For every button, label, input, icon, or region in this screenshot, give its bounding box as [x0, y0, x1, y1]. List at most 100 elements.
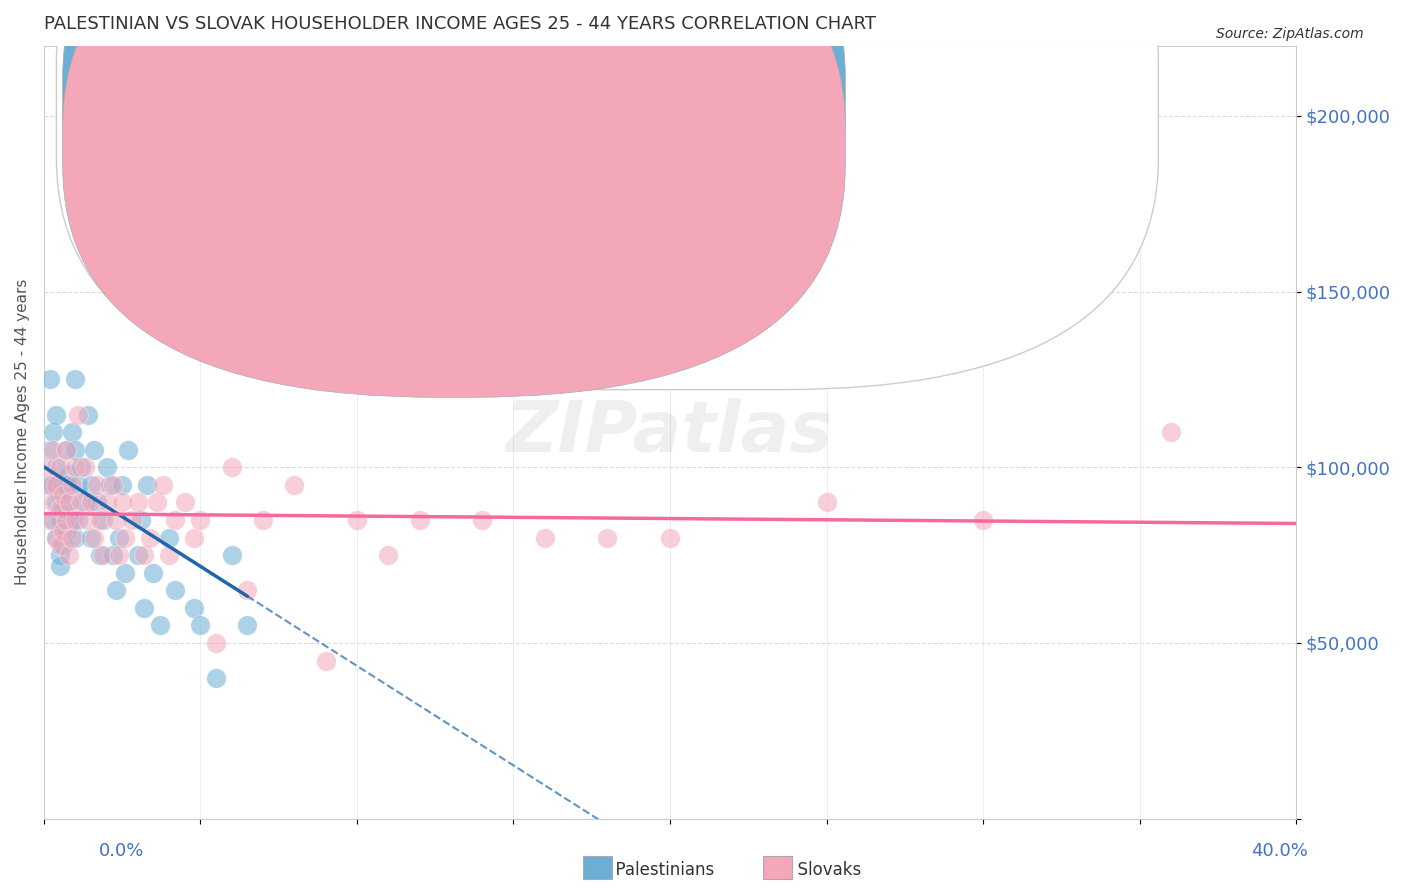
Point — [132, 548, 155, 562]
Point — [165, 513, 187, 527]
Point — [145, 495, 167, 509]
Point — [152, 478, 174, 492]
Point — [408, 513, 430, 527]
Point — [104, 513, 127, 527]
Point — [80, 478, 103, 492]
Point — [283, 478, 305, 492]
Point — [659, 531, 682, 545]
Point — [55, 513, 77, 527]
Point — [39, 478, 62, 492]
Text: PALESTINIAN VS SLOVAK HOUSEHOLDER INCOME AGES 25 - 44 YEARS CORRELATION CHART: PALESTINIAN VS SLOVAK HOUSEHOLDER INCOME… — [44, 15, 876, 33]
Point — [45, 478, 67, 492]
Point — [63, 513, 86, 527]
Point — [52, 488, 75, 502]
Point — [76, 408, 98, 422]
Point — [252, 513, 274, 527]
Point — [52, 524, 75, 538]
Point — [73, 495, 96, 509]
Point — [63, 442, 86, 457]
Point — [157, 548, 180, 562]
Point — [533, 531, 555, 545]
Text: 40.0%: 40.0% — [1251, 842, 1308, 860]
Point — [45, 531, 67, 545]
Point — [42, 513, 65, 527]
Point — [815, 495, 838, 509]
Point — [111, 478, 134, 492]
Point — [60, 425, 83, 439]
Point — [127, 495, 149, 509]
Point — [35, 478, 58, 492]
Point — [48, 460, 70, 475]
Point — [52, 478, 75, 492]
Point — [58, 467, 80, 482]
Point — [63, 460, 86, 475]
Point — [142, 566, 165, 580]
Point — [377, 548, 399, 562]
Point — [98, 478, 121, 492]
Point — [183, 531, 205, 545]
Point — [205, 671, 228, 685]
Point — [39, 513, 62, 527]
Point — [89, 513, 111, 527]
Point — [111, 495, 134, 509]
Point — [60, 531, 83, 545]
Point — [63, 372, 86, 386]
Point — [63, 531, 86, 545]
Point — [48, 502, 70, 516]
Point — [165, 583, 187, 598]
Point — [52, 538, 75, 552]
Text: R = -0.270    N = 61: R = -0.270 N = 61 — [475, 77, 644, 95]
Point — [39, 442, 62, 457]
Y-axis label: Householder Income Ages 25 - 44 years: Householder Income Ages 25 - 44 years — [15, 279, 30, 585]
Point — [93, 548, 115, 562]
Point — [1160, 425, 1182, 439]
Point — [596, 531, 619, 545]
Point — [39, 372, 62, 386]
Point — [101, 478, 124, 492]
Point — [48, 513, 70, 527]
Point — [101, 548, 124, 562]
Point — [67, 513, 90, 527]
Point — [170, 179, 193, 194]
Point — [48, 488, 70, 502]
Point — [205, 636, 228, 650]
Point — [58, 495, 80, 509]
Point — [129, 513, 152, 527]
Point — [96, 495, 118, 509]
Point — [139, 531, 162, 545]
Point — [55, 524, 77, 538]
Point — [114, 531, 136, 545]
Point — [136, 478, 159, 492]
Point — [55, 442, 77, 457]
Point — [972, 513, 994, 527]
Point — [48, 548, 70, 562]
Point — [157, 531, 180, 545]
Point — [114, 566, 136, 580]
Point — [89, 548, 111, 562]
Point — [190, 618, 212, 632]
Point — [55, 442, 77, 457]
Point — [83, 442, 105, 457]
FancyBboxPatch shape — [63, 0, 845, 347]
Point — [83, 531, 105, 545]
Point — [52, 502, 75, 516]
Point — [45, 495, 67, 509]
Text: Slovaks: Slovaks — [787, 861, 862, 879]
Point — [221, 460, 243, 475]
Point — [55, 478, 77, 492]
Point — [60, 513, 83, 527]
Point — [58, 548, 80, 562]
Point — [42, 442, 65, 457]
Point — [104, 583, 127, 598]
Point — [190, 513, 212, 527]
Point — [67, 478, 90, 492]
Text: Palestinians: Palestinians — [605, 861, 714, 879]
Point — [183, 600, 205, 615]
Point — [45, 408, 67, 422]
Point — [45, 531, 67, 545]
Point — [236, 618, 259, 632]
Point — [80, 531, 103, 545]
Point — [173, 495, 195, 509]
Point — [76, 513, 98, 527]
Point — [121, 513, 143, 527]
